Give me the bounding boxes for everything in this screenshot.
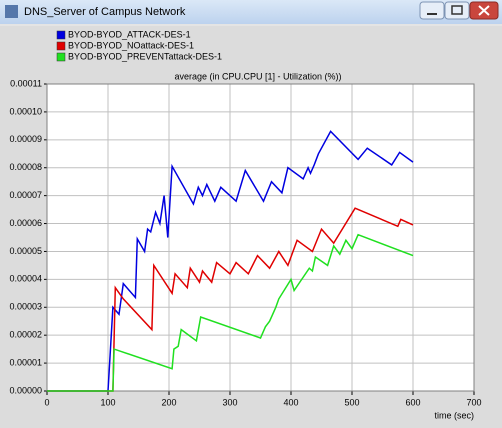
- x-tick-label: 200: [161, 397, 176, 407]
- chart-title: average (in CPU.CPU [1] - Utilization (%…: [174, 71, 341, 81]
- y-tick-label: 0.00010: [9, 106, 42, 116]
- legend-swatch: [56, 30, 66, 40]
- legend-swatch: [56, 52, 66, 62]
- x-tick-label: 600: [405, 397, 420, 407]
- x-tick-label: 300: [222, 397, 237, 407]
- y-tick-label: 0.00006: [9, 218, 42, 228]
- title-bar: [0, 0, 502, 24]
- plot-area: [46, 83, 475, 392]
- legend-label: BYOD-BYOD_ATTACK-DES-1: [68, 29, 191, 39]
- window-title: DNS_Server of Campus Network: [24, 6, 186, 18]
- y-tick-label: 0.00003: [9, 302, 42, 312]
- y-tick-label: 0.00004: [9, 274, 42, 284]
- y-tick-label: 0.00008: [9, 162, 42, 172]
- y-tick-label: 0.00002: [9, 330, 42, 340]
- x-axis-label: time (sec): [434, 410, 474, 420]
- legend-swatch: [56, 41, 66, 51]
- y-tick-label: 0.00005: [9, 246, 42, 256]
- legend-label: BYOD-BYOD_NOattack-DES-1: [68, 40, 194, 50]
- y-tick-label: 0.00001: [9, 357, 42, 367]
- series-line: [47, 233, 414, 392]
- plot-frame: [46, 83, 475, 392]
- y-tick-label: 0.00007: [9, 190, 42, 200]
- x-tick-label: 400: [283, 397, 298, 407]
- legend-label: BYOD-BYOD_PREVENTattack-DES-1: [68, 51, 222, 61]
- minimize-button[interactable]: [419, 1, 445, 20]
- x-tick-label: 100: [100, 397, 115, 407]
- window-icon: [5, 5, 18, 18]
- y-tick-label: 0.00000: [9, 385, 42, 395]
- maximize-icon: [451, 5, 463, 15]
- maximize-button[interactable]: [444, 1, 470, 20]
- x-tick-label: 0: [44, 397, 49, 407]
- x-tick-label: 700: [466, 397, 481, 407]
- close-icon: [478, 5, 490, 16]
- series-line: [47, 207, 414, 392]
- y-tick-label: 0.00011: [10, 78, 42, 88]
- x-tick-label: 500: [344, 397, 359, 407]
- y-tick-label: 0.00009: [9, 134, 42, 144]
- series-line: [47, 130, 414, 392]
